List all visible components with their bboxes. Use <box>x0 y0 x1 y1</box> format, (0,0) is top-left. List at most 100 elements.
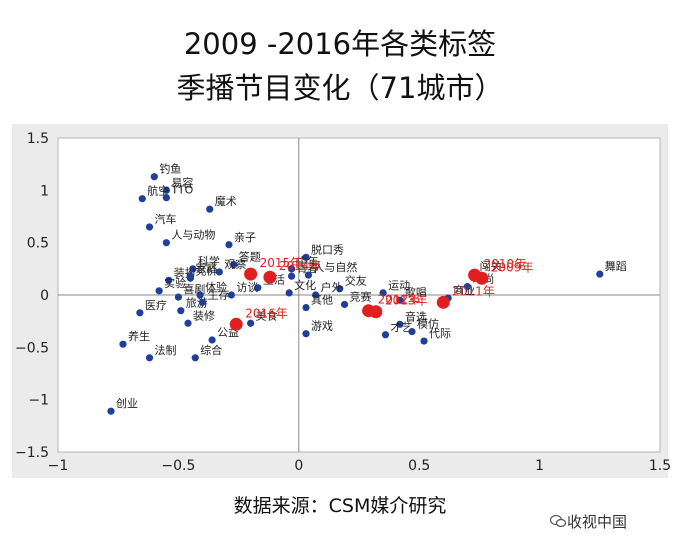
tag-point: 航空 <box>138 184 169 203</box>
y-tick-label: −1 <box>28 393 49 409</box>
y-tick-label: 0.5 <box>27 236 49 252</box>
tag-point: 科学 <box>189 254 220 273</box>
year-label: 2011年 <box>452 284 495 298</box>
tag-marker <box>208 336 216 344</box>
tag-marker <box>302 330 310 338</box>
data-source-note: 数据来源：CSM媒介研究 <box>233 495 447 517</box>
year-label: 2016年 <box>245 306 288 320</box>
tag-marker <box>198 298 207 306</box>
tag-point: 户外 <box>312 280 343 299</box>
tag-marker <box>336 285 344 293</box>
tag-point: 舞蹈 <box>596 260 627 278</box>
tag-point: 装修 <box>184 308 215 327</box>
tag-label: 闯关 <box>480 259 502 273</box>
y-tick-label: 1 <box>40 183 49 199</box>
x-tick-label: −0.5 <box>161 458 195 474</box>
tag-point: 模仿 <box>408 318 439 336</box>
chart-title-line-2: 季播节目变化（71城市） <box>176 71 504 105</box>
tag-label: 法制 <box>155 343 177 357</box>
tag-label: 汽车 <box>155 212 177 226</box>
tag-marker <box>287 265 296 273</box>
year-marker <box>468 268 482 282</box>
tag-label: 生存 <box>207 287 229 301</box>
tag-point: 中年 <box>287 254 319 273</box>
x-tick-label: 1.5 <box>649 458 671 474</box>
tag-marker <box>420 337 428 345</box>
tag-point: 法制 <box>145 343 177 362</box>
tag-point: 观察 <box>215 257 246 276</box>
y-tick-label: −1.5 <box>15 445 49 461</box>
tag-label: 中年 <box>297 254 319 268</box>
tag-point: 医疗 <box>136 298 167 317</box>
year-marker <box>436 295 450 309</box>
tag-label: 音选 <box>405 309 427 323</box>
x-tick-label: 0.5 <box>408 458 430 474</box>
tag-label: 装修 <box>193 308 215 322</box>
tag-marker <box>225 241 233 249</box>
x-tick-label: 0 <box>294 458 303 474</box>
tag-label: 亲子 <box>234 230 256 244</box>
tag-label: 易容 <box>171 175 193 189</box>
tag-label: 钓鱼 <box>159 162 181 176</box>
tag-marker <box>287 272 296 280</box>
tag-label: 创业 <box>116 397 138 410</box>
tag-point: 美食 <box>247 308 278 327</box>
tag-marker <box>381 331 390 339</box>
year-marker <box>244 267 258 281</box>
tag-point: 钓鱼 <box>150 162 181 181</box>
tag-marker <box>312 291 320 299</box>
tag-label: 舞蹈 <box>605 260 627 273</box>
tag-marker <box>145 354 154 362</box>
tag-marker <box>184 319 192 327</box>
tag-label: 运动 <box>388 279 410 292</box>
tag-point: 青春 <box>287 262 319 280</box>
tag-point: 交友 <box>336 274 367 293</box>
tag-marker <box>136 309 144 317</box>
tag-label: 才艺 <box>390 320 412 334</box>
tag-marker <box>186 272 195 280</box>
tag-marker <box>396 320 404 328</box>
tag-point: 生存 <box>198 287 229 306</box>
tag-label: 歌唱 <box>405 285 427 299</box>
tag-label: 模仿 <box>417 318 439 331</box>
tag-label: 美食 <box>256 308 278 322</box>
tag-label: 游戏 <box>311 320 333 333</box>
tag-point: 汽车 <box>145 212 177 231</box>
year-point: 2016年 <box>229 306 288 331</box>
year-marker <box>229 317 243 331</box>
tag-point: TTO <box>162 184 194 202</box>
tag-point: 运动 <box>379 279 410 297</box>
tag-marker <box>155 287 163 295</box>
tag-label: 人与动物 <box>171 228 215 242</box>
tag-point: 人与动物 <box>162 228 215 247</box>
tag-marker <box>304 271 313 279</box>
year-point: 2010年 <box>468 257 526 282</box>
year-label: 2013年 <box>385 294 428 308</box>
year-label: 2010年 <box>484 257 527 271</box>
tag-marker <box>165 276 173 284</box>
year-label: 2012年 <box>378 293 421 307</box>
tag-label: 人与自然 <box>313 260 357 274</box>
tag-point: 人与自然 <box>304 260 357 279</box>
tag-label: 竞赛 <box>350 289 372 303</box>
tag-point: 综合 <box>191 343 222 362</box>
year-marker <box>263 270 277 284</box>
tag-label: 养生 <box>128 329 150 343</box>
tag-label: 文化 <box>294 278 316 292</box>
tag-marker <box>119 340 127 348</box>
tag-marker <box>302 303 310 312</box>
tag-label: 观察 <box>224 257 246 271</box>
tag-marker <box>230 261 238 269</box>
tag-label: 综合 <box>200 343 222 357</box>
tag-label: 交友 <box>345 274 367 288</box>
tag-point: 体验 <box>196 280 227 299</box>
tag-marker <box>107 407 115 415</box>
year-point: 2015年 <box>244 256 302 281</box>
y-tick-label: 1.5 <box>27 131 49 147</box>
tag-point: 亲子 <box>225 230 256 249</box>
tag-point: 代际 <box>420 327 451 345</box>
tag-label: 户外 <box>321 280 343 294</box>
year-point: 2014年 <box>263 259 321 284</box>
tag-marker <box>215 268 223 276</box>
